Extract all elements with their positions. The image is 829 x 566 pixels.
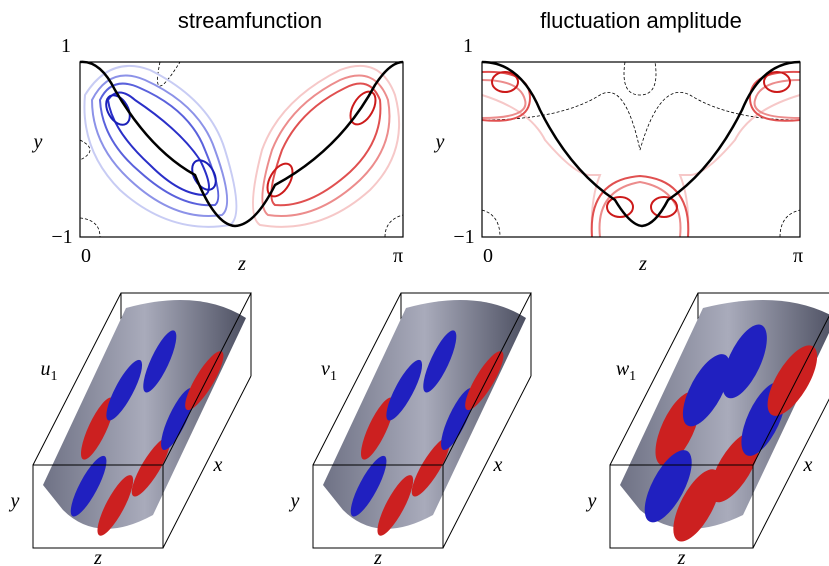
field-symbol: w	[616, 358, 630, 380]
x-axis-label: x	[493, 454, 503, 476]
y-tick-label: 1	[463, 35, 473, 57]
render-panel: v1 x y z	[289, 293, 531, 566]
field-label: u1	[41, 358, 58, 384]
field-label: w1	[616, 358, 636, 384]
figure: streamfunction 1 −1 0 π z y fluctuation …	[0, 0, 829, 566]
x-tick-label: π	[793, 245, 803, 267]
panel-streamfunction: streamfunction 1 −1 0 π z y	[32, 8, 404, 275]
surface	[43, 300, 246, 529]
z-axis-label: z	[93, 547, 102, 566]
render-panel: u1 x y z	[9, 293, 251, 566]
x-axis-label: z	[237, 253, 246, 275]
y-tick-label: −1	[453, 226, 474, 248]
render-panel: w1 x y z	[586, 293, 829, 566]
field-subscript: 1	[629, 369, 636, 384]
field-subscript: 1	[51, 369, 58, 384]
y-axis-label: y	[9, 490, 20, 512]
contour	[482, 72, 800, 237]
field-symbol: u	[41, 358, 51, 380]
z-axis-label: z	[373, 547, 382, 566]
panel-fluctuation-amplitude: fluctuation amplitude 1 −1 0 π z y	[434, 8, 804, 275]
y-axis-label: y	[32, 131, 43, 153]
contour	[253, 66, 399, 227]
x-axis-label: x	[803, 454, 813, 476]
y-axis-label: y	[586, 490, 597, 512]
field-symbol: v	[321, 358, 330, 380]
x-axis-label: x	[213, 454, 223, 476]
surface	[323, 300, 526, 529]
x-tick-label: 0	[483, 245, 493, 267]
z-axis-label: z	[677, 547, 686, 566]
y-axis-label: y	[434, 131, 445, 153]
panel-title: streamfunction	[178, 8, 322, 33]
x-tick-label: π	[393, 245, 403, 267]
contour	[108, 93, 209, 196]
plot-frame	[80, 62, 403, 237]
y-tick-label: 1	[61, 35, 71, 57]
y-tick-label: −1	[51, 226, 72, 248]
contour	[187, 156, 220, 194]
panel-title: fluctuation amplitude	[540, 8, 742, 33]
y-axis-label: y	[289, 490, 300, 512]
x-tick-label: 0	[81, 245, 91, 267]
contour	[80, 62, 403, 237]
field-subscript: 1	[330, 369, 337, 384]
field-label: v1	[321, 358, 337, 384]
x-axis-label: z	[638, 253, 647, 275]
